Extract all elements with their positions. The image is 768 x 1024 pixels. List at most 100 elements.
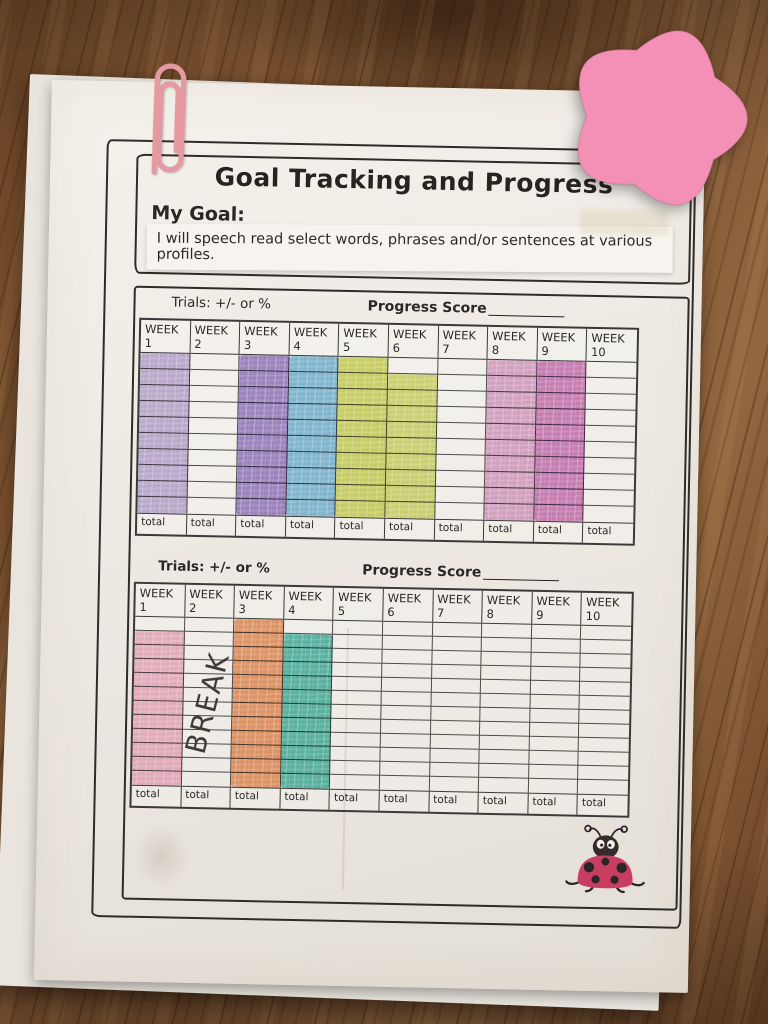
week-header-word: WEEK: [486, 592, 521, 608]
week-header-word: WEEK: [387, 590, 422, 606]
grid-cell: [481, 651, 532, 667]
grid-cell: [382, 649, 433, 665]
ghost-ladybug-smudge: [131, 823, 192, 889]
week-header-cell: WEEK 10: [582, 593, 632, 626]
total-cell: total: [230, 787, 281, 809]
grid-cell: [529, 722, 580, 738]
week-header-cell: WEEK 8: [482, 590, 533, 624]
grid-cell: [331, 718, 382, 734]
week-header-number: 8: [486, 606, 495, 621]
week-header-number: 7: [436, 605, 445, 620]
crayon-fill-week-8: [484, 359, 538, 521]
week-header-number: 7: [442, 341, 450, 357]
total-cell: total: [379, 790, 430, 812]
total-cell: total: [285, 516, 336, 538]
grid-cell: [332, 648, 383, 664]
grid-cell: [528, 764, 579, 780]
week-header-word: WEEK: [585, 594, 620, 610]
week-header-word: WEEK: [288, 588, 323, 604]
grid-cell: [479, 749, 530, 765]
total-cell: total: [384, 518, 435, 540]
grid-cell: [331, 704, 382, 720]
grid-cell: [381, 691, 432, 707]
grid-cell: [380, 747, 431, 763]
grid-cell: [332, 662, 383, 678]
week-header-cell: WEEK 4: [289, 322, 340, 356]
grid-cell: [528, 778, 579, 794]
progress-score-text-1: Progress Score: [367, 298, 487, 317]
grid-cell: [381, 677, 432, 693]
grid-cell: [429, 748, 480, 764]
week-header-word: WEEK: [437, 591, 471, 607]
grid-cell: [436, 406, 487, 424]
total-cell: total: [131, 785, 182, 807]
progress-score-blank-line-1: [488, 314, 565, 318]
grid-cell: [189, 385, 240, 403]
grid-cell: [283, 619, 334, 635]
crayon-fill-week-9: [534, 360, 587, 522]
grid-cell: [186, 497, 237, 515]
week-header-number: 4: [293, 338, 301, 354]
grid-cell: [331, 732, 381, 748]
grid-cell: [530, 666, 581, 682]
ladybug-icon: [565, 824, 645, 894]
week-header-cell: WEEK 10: [587, 329, 637, 362]
week-header-word: WEEK: [541, 329, 576, 345]
grid-cell: [189, 353, 240, 371]
grid-cell: [437, 390, 488, 408]
grid-cell: [429, 776, 480, 792]
trials-label-1: Trials: +/- or %: [171, 294, 272, 313]
grid-cell: [479, 763, 530, 779]
section-2-labels: Trials: +/- or % Progress Score: [130, 558, 682, 582]
grid-cell: [584, 457, 635, 475]
week-header-cell: WEEK 5: [333, 587, 384, 621]
progress-score-text-2: Progress Score: [362, 562, 482, 581]
grid-cell: [382, 635, 433, 651]
grid-cell: [578, 751, 629, 767]
week-header-number: 1: [139, 599, 147, 615]
week-header-word: WEEK: [343, 325, 377, 341]
grid-cell: [584, 441, 635, 459]
grid-cell: [579, 737, 629, 753]
tracking-tables-box: Trials: +/- or % Progress Score WEEK 1 WEE…: [121, 285, 690, 911]
week-header-number: 3: [238, 601, 247, 617]
week-header-cell: WEEK 4: [284, 586, 335, 620]
grid-cell: [479, 735, 530, 751]
grid-cell: [436, 438, 487, 456]
week-header-cell: WEEK 3: [239, 321, 290, 355]
progress-score-label-2: Progress Score: [362, 562, 560, 582]
grid-cell: [585, 425, 636, 443]
progress-table-2: WEEK 1 WEEK 2 WEEK 3 WEEK 4 WEEK 5 WEEK 6 WEEK 7 WEEK 8…: [129, 581, 634, 818]
week-header-number: 6: [387, 604, 395, 619]
grid-cell: [579, 723, 630, 739]
crayon-fill-week-1: [131, 630, 185, 786]
week-header-number: 5: [342, 339, 351, 355]
crayon-fill-week-4: [280, 633, 334, 789]
week-header-cell: WEEK 7: [432, 589, 484, 623]
week-header-number: 9: [541, 343, 549, 359]
crayon-fill-week-1: [137, 352, 191, 514]
week-header-word: WEEK: [139, 585, 174, 601]
grid-cell: [583, 489, 634, 507]
week-header-number: 9: [536, 607, 544, 622]
week-header-number: 2: [194, 336, 202, 352]
grid-cell: [134, 616, 185, 632]
grid-cell: [330, 774, 381, 790]
grid-cell: [429, 762, 480, 778]
section-1-labels: Trials: +/- or % Progress Score: [136, 294, 688, 318]
grid-cell: [481, 637, 532, 653]
grid-cell: [578, 780, 628, 795]
grid-cell: [430, 734, 481, 750]
grid-cell: [331, 690, 382, 706]
grid-cell: [584, 506, 634, 523]
grid-cell: [187, 465, 238, 483]
week-header-number: 3: [243, 337, 252, 353]
grid-cell: [434, 502, 485, 520]
grid-cell: [188, 401, 239, 419]
week-header-number: 10: [590, 344, 606, 360]
grid-cell: [578, 765, 629, 781]
crayon-fill-week-5: [335, 356, 389, 518]
total-cell: total: [581, 796, 607, 810]
handwritten-break-text: BREAK: [179, 647, 237, 757]
grid-cell: [529, 750, 580, 766]
